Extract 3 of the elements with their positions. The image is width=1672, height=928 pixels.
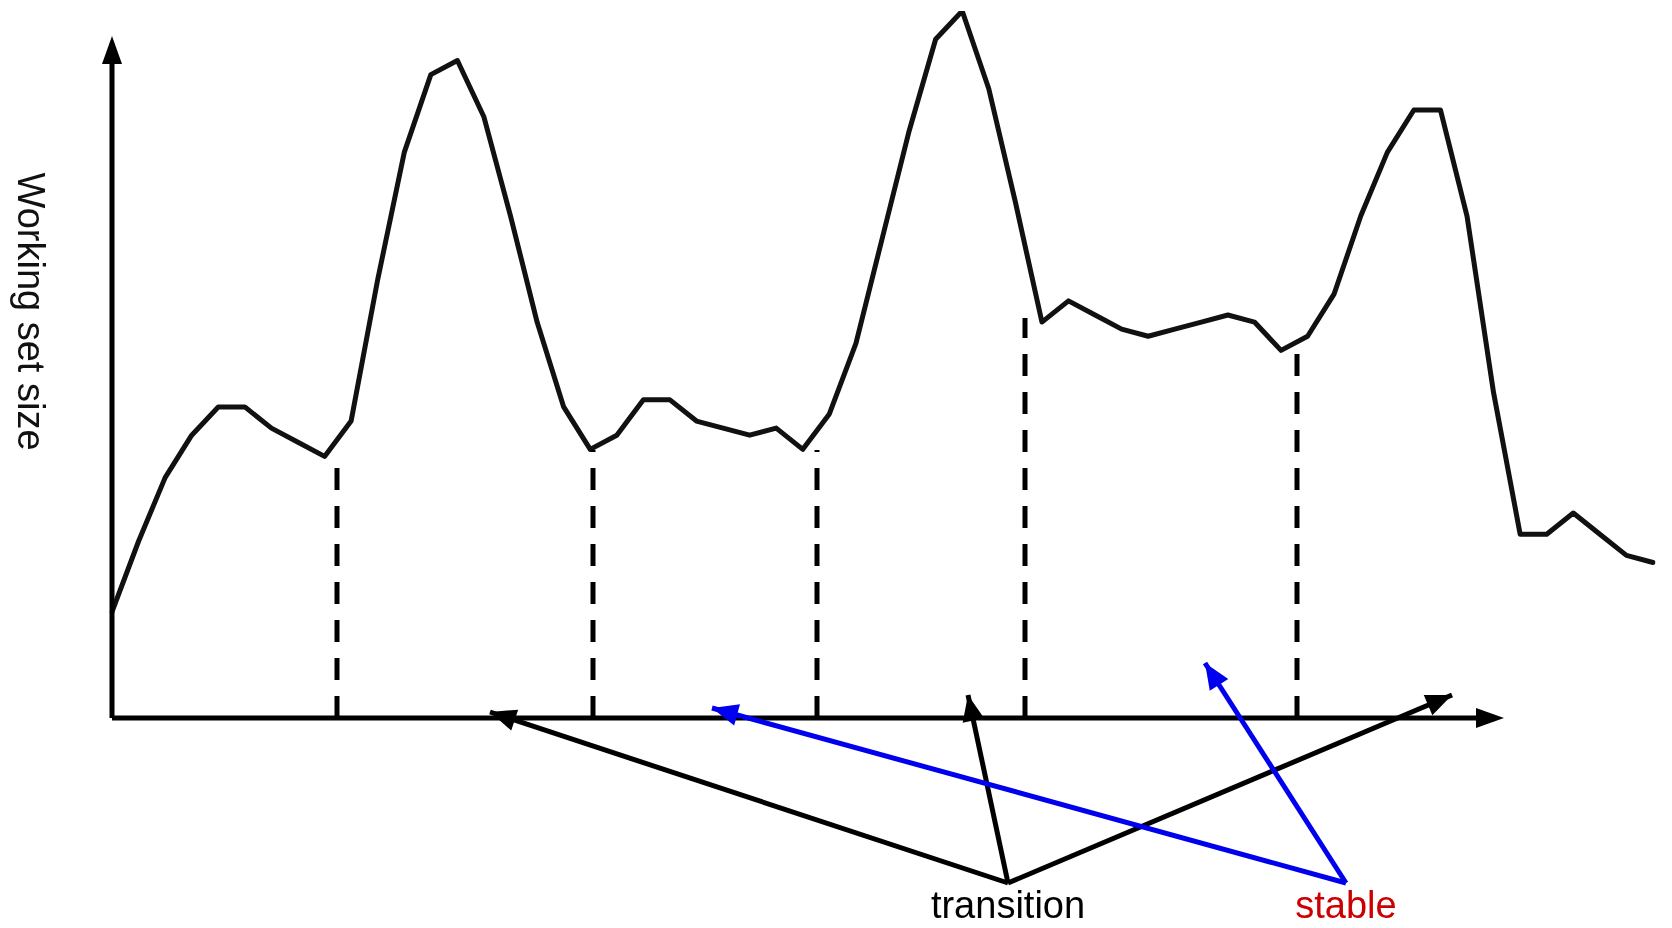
text: stable xyxy=(1295,884,1397,927)
y-axis-title: Working set size xyxy=(8,171,52,453)
text: transition xyxy=(930,884,1086,927)
